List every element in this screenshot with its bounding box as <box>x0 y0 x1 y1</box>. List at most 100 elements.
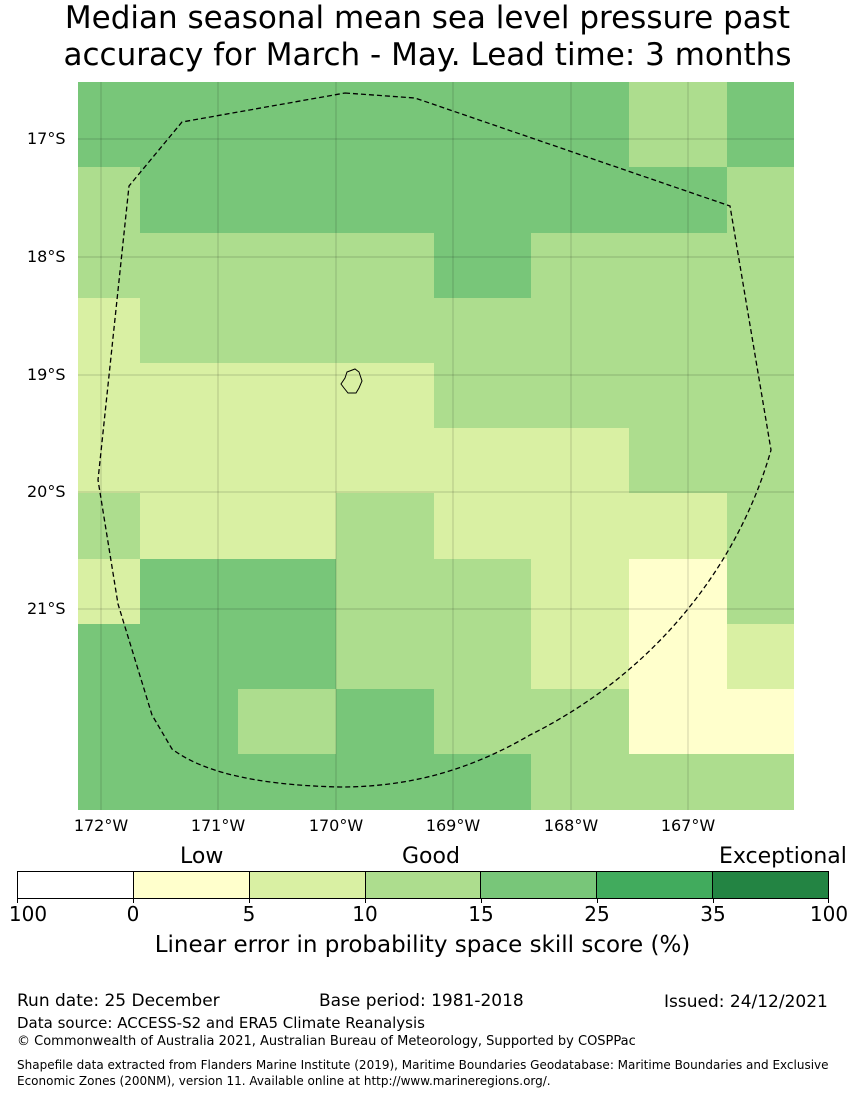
skill-cell <box>78 428 140 493</box>
skill-cell <box>434 428 531 493</box>
skill-cell <box>336 689 434 754</box>
skill-cell <box>78 363 140 428</box>
skill-cell <box>336 754 434 810</box>
skill-cell <box>78 559 140 624</box>
base-period: Base period: 1981-2018 <box>319 991 524 1011</box>
skill-cell <box>629 82 727 167</box>
skill-cell <box>78 624 140 689</box>
colorbar-tick-label: 35 <box>700 902 726 926</box>
skill-cell <box>140 363 238 428</box>
skill-cell <box>629 754 727 810</box>
skill-cell <box>336 559 434 624</box>
legend-category-good: Good <box>402 844 460 869</box>
skill-cell <box>238 363 336 428</box>
colorbar-tick-label: 15 <box>468 902 494 926</box>
colorbar-segment <box>597 872 714 898</box>
skill-cell <box>531 428 629 493</box>
skill-cell <box>238 559 336 624</box>
skill-cell <box>629 559 727 624</box>
colorbar-tick-label: 25 <box>584 902 610 926</box>
skill-cell <box>336 363 434 428</box>
title-line-2: accuracy for March - May. Lead time: 3 m… <box>63 37 792 73</box>
skill-cell <box>531 233 629 298</box>
skill-cell <box>727 233 794 298</box>
lat-label-20s: 20°S <box>27 482 66 501</box>
skill-cell <box>78 689 140 754</box>
lat-label-21s: 21°S <box>27 599 66 618</box>
skill-cell <box>238 754 336 810</box>
skill-cell <box>629 428 727 493</box>
skill-cell <box>629 624 727 689</box>
skill-cell <box>727 428 794 493</box>
skill-cell <box>336 624 434 689</box>
skill-cell <box>531 754 629 810</box>
skill-cell <box>336 233 434 298</box>
lat-label-17s: 17°S <box>27 129 66 148</box>
shapefile-credit: Shapefile data extracted from Flanders M… <box>17 1058 829 1088</box>
colorbar-segment <box>133 872 250 898</box>
skill-cell <box>727 689 794 754</box>
skill-cell <box>531 82 629 167</box>
colorbar-title: Linear error in probability space skill … <box>154 932 691 958</box>
skill-cell <box>629 298 727 363</box>
skill-cell <box>140 754 238 810</box>
skill-cell <box>238 689 336 754</box>
skill-cell <box>531 167 629 233</box>
skill-cell <box>336 167 434 233</box>
colorbar-segment <box>481 872 598 898</box>
skill-cell <box>727 167 794 233</box>
lon-label-168w: 168°W <box>543 816 599 835</box>
skill-cell <box>629 363 727 428</box>
skill-cell <box>727 363 794 428</box>
lon-label-170w: 170°W <box>308 816 364 835</box>
skill-cell <box>238 428 336 493</box>
colorbar-segment <box>713 872 829 898</box>
skill-cell <box>140 493 238 559</box>
skill-cell <box>78 298 140 363</box>
skill-cell <box>78 233 140 298</box>
lon-label-167w: 167°W <box>660 816 716 835</box>
skill-cell <box>727 82 794 167</box>
skill-cell <box>140 428 238 493</box>
colorbar-segment <box>18 872 134 898</box>
colorbar-tick-label: 100 <box>809 902 849 926</box>
skill-cell <box>140 624 238 689</box>
skill-cell <box>434 167 531 233</box>
skill-cell <box>336 82 434 167</box>
skill-cell <box>434 82 531 167</box>
skill-cell <box>727 298 794 363</box>
skill-cell <box>238 493 336 559</box>
legend-category-exceptional: Exceptional <box>719 844 847 869</box>
skill-cell <box>336 493 434 559</box>
skill-cell <box>434 298 531 363</box>
skill-cell <box>238 298 336 363</box>
skill-cell <box>629 493 727 559</box>
skill-cell <box>238 82 336 167</box>
colorbar-tick-label: 5 <box>242 902 256 926</box>
skill-cell <box>531 298 629 363</box>
skill-cell <box>629 167 727 233</box>
copyright: © Commonwealth of Australia 2021, Austra… <box>17 1034 636 1049</box>
skill-cell <box>238 624 336 689</box>
colorbar-tick-label: 100 <box>8 902 48 926</box>
lat-label-19s: 19°S <box>27 365 66 384</box>
skill-cell <box>727 493 794 559</box>
skill-cell <box>434 493 531 559</box>
skill-cell <box>78 167 140 233</box>
title-line-1: Median seasonal mean sea level pressure … <box>64 0 791 36</box>
skill-cell <box>434 689 531 754</box>
data-source: Data source: ACCESS-S2 and ERA5 Climate … <box>17 1014 425 1032</box>
skill-cell <box>727 559 794 624</box>
skill-cell <box>434 363 531 428</box>
skill-cell <box>434 559 531 624</box>
skill-cell <box>238 233 336 298</box>
lon-label-172w: 172°W <box>73 816 129 835</box>
skill-cell <box>727 624 794 689</box>
niue-island-outline <box>340 368 363 394</box>
skill-cell <box>140 167 238 233</box>
skill-cell <box>336 428 434 493</box>
skill-cell <box>531 493 629 559</box>
skill-cell <box>531 624 629 689</box>
skill-cell <box>78 493 140 559</box>
skill-cell <box>531 363 629 428</box>
